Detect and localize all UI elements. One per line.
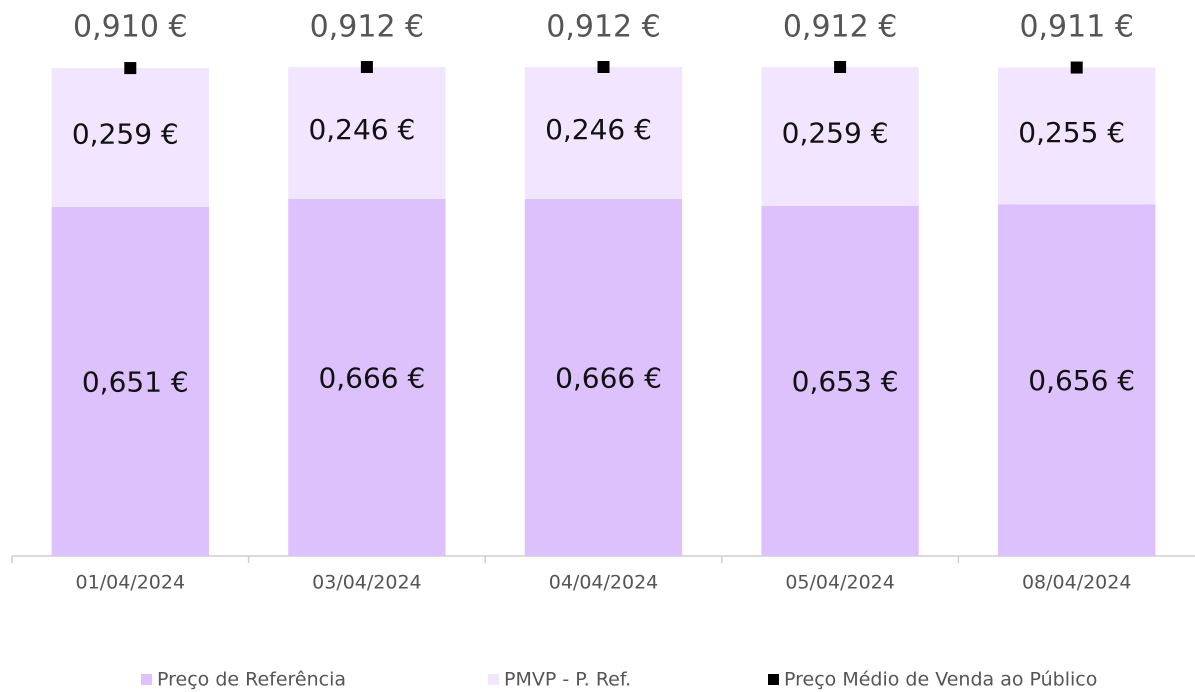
data-label: 0,912 € — [310, 10, 425, 45]
data-label: 0,656 € — [1028, 364, 1135, 397]
x-tick-label: 03/04/2024 — [312, 572, 422, 594]
x-tick-label: 01/04/2024 — [76, 572, 186, 594]
data-label: 0,259 € — [72, 118, 179, 151]
data-label: 0,912 € — [546, 10, 661, 45]
data-label: 0,653 € — [792, 365, 899, 398]
legend-swatch — [488, 674, 499, 685]
bar-segment — [51, 206, 209, 556]
marker — [360, 61, 373, 73]
data-label: 0,912 € — [783, 10, 898, 45]
bar-segment — [761, 205, 919, 556]
x-tick-label: 04/04/2024 — [549, 572, 659, 594]
data-label: 0,666 € — [318, 361, 425, 394]
legend-label: Preço Médio de Venda ao Público — [784, 669, 1097, 691]
data-label: 0,651 € — [82, 365, 189, 398]
x-tick-label: 05/04/2024 — [785, 572, 895, 594]
marker — [834, 61, 847, 73]
bar-segment — [998, 67, 1156, 205]
data-label: 0,911 € — [1019, 10, 1134, 45]
bar-segment — [288, 198, 446, 557]
bar-segment — [761, 67, 919, 206]
bar-segment — [524, 67, 683, 199]
marker — [124, 62, 137, 75]
data-label: 0,246 € — [545, 113, 652, 146]
bar-segment — [51, 68, 209, 207]
marker — [597, 61, 610, 73]
data-label: 0,666 € — [555, 361, 662, 394]
x-tick-label: 08/04/2024 — [1022, 572, 1132, 594]
legend-label: PMVP - P. Ref. — [504, 669, 631, 691]
legend-swatch — [768, 674, 779, 685]
bar-segment — [998, 204, 1156, 556]
bar-segment — [288, 67, 446, 199]
legend-label: Preço de Referência — [157, 669, 346, 691]
data-label: 0,259 € — [782, 116, 889, 149]
legend-swatch — [141, 674, 152, 685]
data-label: 0,246 € — [308, 113, 415, 146]
marker — [1070, 61, 1083, 74]
data-label: 0,255 € — [1018, 116, 1125, 149]
data-label: 0,910 € — [73, 10, 188, 45]
bar-segment — [524, 198, 683, 557]
